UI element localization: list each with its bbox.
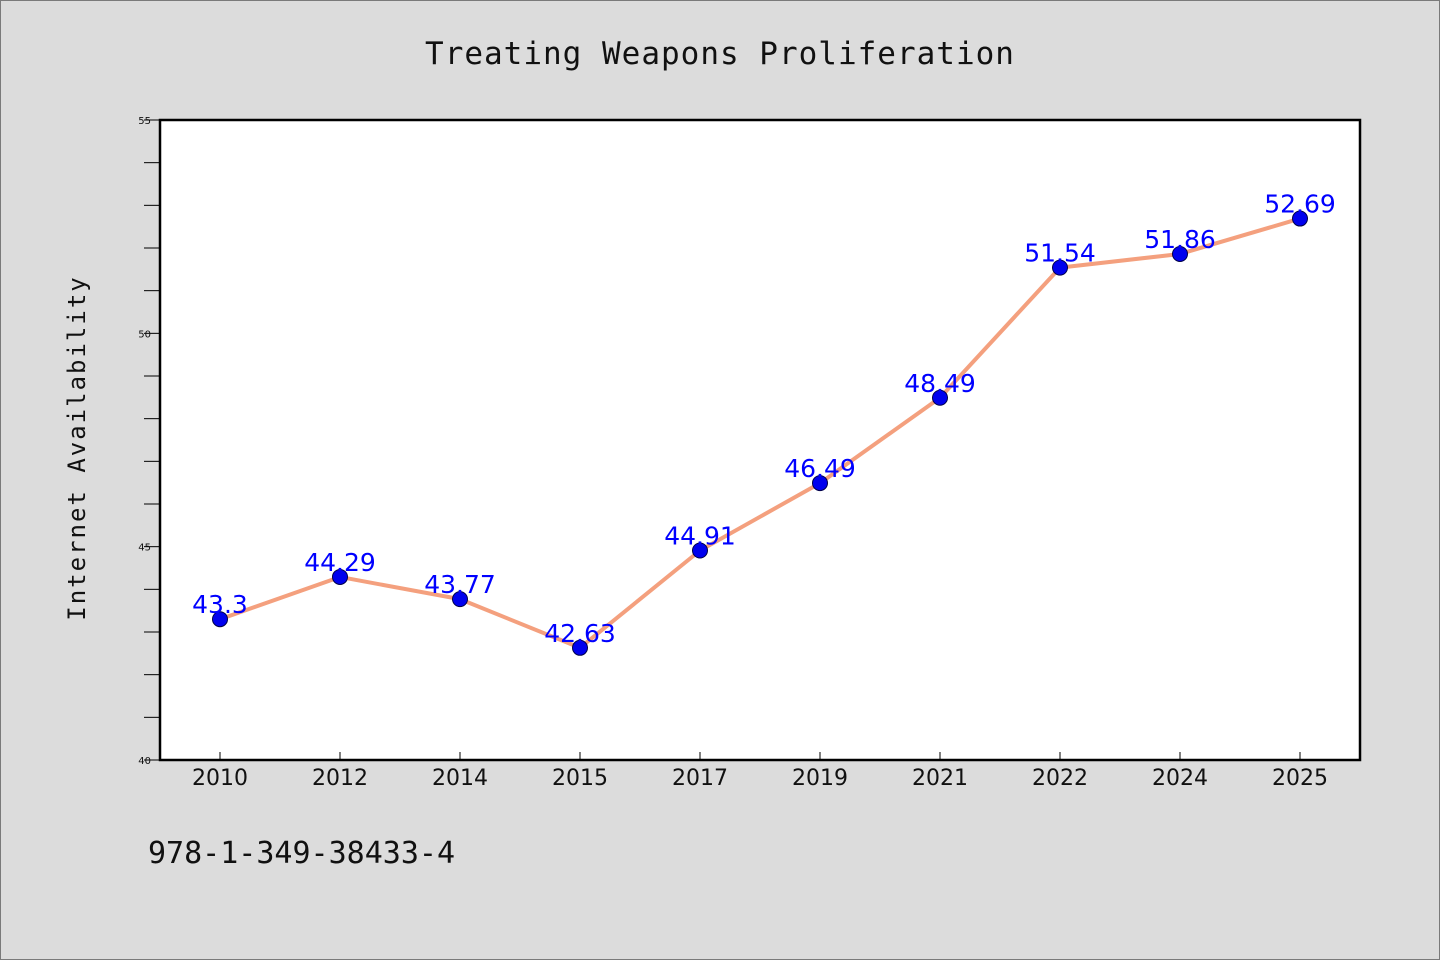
data-point [1292,210,1308,227]
y-tick-label: 55 [138,116,151,127]
x-tick-label: 2025 [1272,766,1328,791]
y-axis-label: Internet Availability [63,275,91,620]
data-point [572,639,588,656]
data-point [692,542,708,559]
data-label: 51.54 [1024,239,1096,268]
x-tick-label: 2014 [432,766,488,791]
y-tick-label: 50 [138,329,151,340]
series-line [218,216,1302,650]
x-axis: 2010 2012 2014 2015 2017 2019 2021 2022 2024 2025 [192,752,1328,791]
data-point [452,591,468,608]
series-line-group [218,216,1302,650]
x-tick-label: 2017 [672,766,728,791]
data-point [932,389,948,406]
y-tick-label: 40 [138,756,151,767]
data-point [1052,259,1068,276]
data-label: 52.69 [1264,190,1336,219]
data-point [212,611,228,628]
data-labels: 43.3 44.29 43.77 42.63 44.91 46.49 48.49 51.54 5… [192,190,1336,648]
footer-isbn: 978-1-349-38433-4 [148,836,455,871]
x-tick-label: 2021 [912,766,968,791]
plot-area [158,118,1362,762]
chart-title: Treating Weapons Proliferation [425,36,1015,72]
data-label: 44.29 [304,548,376,577]
data-markers [212,210,1308,656]
data-point [332,568,348,585]
y-axis: 40 45 50 55 [138,116,160,767]
data-label: 46.49 [784,454,856,483]
data-label: 44.91 [664,522,736,551]
x-tick-label: 2010 [192,766,248,791]
data-point [812,475,828,492]
x-tick-label: 2019 [792,766,848,791]
data-label: 42.63 [544,619,616,648]
data-label: 48.49 [904,369,976,398]
x-tick-label: 2012 [312,766,368,791]
data-point [1172,245,1188,262]
data-label: 51.86 [1144,225,1216,254]
data-label: 43.3 [192,590,248,619]
y-tick-label: 45 [138,543,151,554]
x-tick-label: 2024 [1152,766,1208,791]
x-tick-label: 2015 [552,766,608,791]
data-label: 43.77 [424,570,496,599]
x-tick-label: 2022 [1032,766,1088,791]
